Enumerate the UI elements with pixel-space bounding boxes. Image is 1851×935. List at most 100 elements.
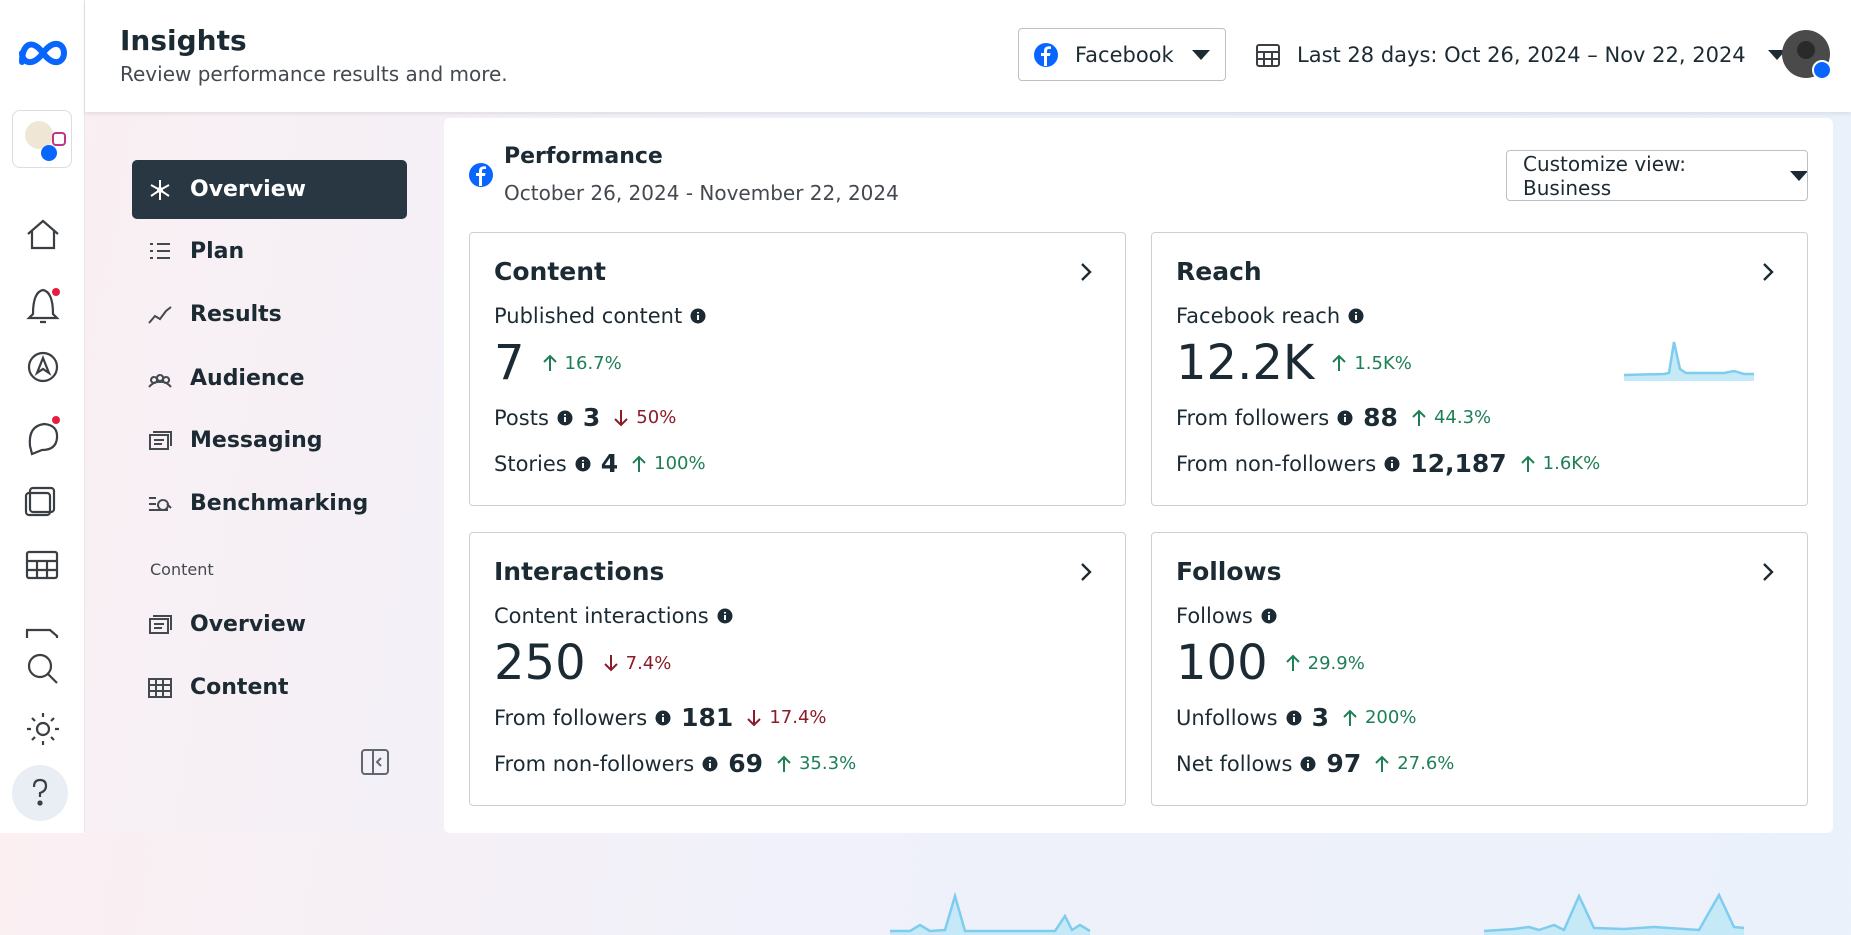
change-value: 29.9% bbox=[1307, 652, 1365, 674]
nav-label: Benchmarking bbox=[190, 491, 369, 516]
trend-arrow bbox=[777, 755, 791, 772]
date-range-picker[interactable]: Last 28 days: Oct 26, 2024 – Nov 22, 202… bbox=[1255, 28, 1786, 81]
nav-item[interactable]: Messaging bbox=[132, 411, 407, 470]
nav-icon bbox=[149, 614, 172, 634]
nav-icon bbox=[149, 496, 172, 511]
info-icon bbox=[690, 308, 706, 324]
metric-main: 7 16.7% bbox=[494, 335, 622, 391]
sparkline bbox=[1624, 341, 1754, 381]
info-icon bbox=[1337, 410, 1353, 425]
icon-shape bbox=[148, 373, 172, 388]
rail-icons[interactable] bbox=[20, 212, 66, 812]
change: 29.9% bbox=[1285, 652, 1365, 674]
card-title: Interactions bbox=[494, 557, 665, 586]
card-title: Follows bbox=[1176, 557, 1282, 586]
change: 1.5K% bbox=[1332, 353, 1412, 374]
collapse-button[interactable] bbox=[360, 748, 390, 776]
calendar-icon bbox=[1256, 43, 1280, 67]
info-icon bbox=[1286, 710, 1302, 725]
trend-arrow bbox=[1343, 709, 1357, 726]
arrow-shape bbox=[1520, 455, 1535, 472]
change-value: 44.3% bbox=[1433, 407, 1492, 428]
sparkline-line bbox=[890, 891, 1091, 933]
metric-label: Content interactions bbox=[494, 604, 709, 628]
card-chevron[interactable] bbox=[1079, 261, 1093, 283]
nav-item[interactable]: Content bbox=[132, 658, 407, 717]
trend-arrow bbox=[614, 409, 629, 426]
metric-card: Follows Follows 100 29.9% Unfollows 3 200% Net … bbox=[1151, 532, 1808, 935]
change: 1.6K% bbox=[1520, 453, 1601, 474]
nav-label: Messaging bbox=[190, 428, 323, 453]
platform-label: Facebook bbox=[1075, 42, 1174, 67]
trend-arrow bbox=[747, 709, 762, 726]
sparkline bbox=[890, 891, 1091, 935]
trend-arrow bbox=[1520, 455, 1535, 472]
nav-section-label: Content bbox=[150, 560, 214, 579]
page-avatar[interactable] bbox=[12, 110, 72, 168]
info-icon bbox=[1261, 608, 1277, 624]
chevron-shape bbox=[1081, 263, 1092, 281]
sparkline bbox=[1484, 892, 1745, 935]
change: 50% bbox=[614, 407, 676, 428]
row-label: From non-followers bbox=[1176, 451, 1377, 476]
info-icon bbox=[575, 456, 591, 471]
row-value: 88 bbox=[1363, 403, 1398, 432]
nav-item[interactable]: Audience bbox=[132, 349, 407, 408]
platform-dropdown[interactable]: Facebook bbox=[1018, 28, 1226, 81]
info-icon bbox=[557, 410, 573, 425]
card-chevron[interactable] bbox=[1761, 561, 1775, 583]
change-value: 200% bbox=[1364, 707, 1417, 728]
nav-item[interactable]: Overview bbox=[132, 595, 407, 654]
panel-date: October 26, 2024 - November 22, 2024 bbox=[504, 181, 899, 205]
icon-shape bbox=[150, 242, 170, 259]
metric-main: 12.2K 1.5K% bbox=[1176, 335, 1412, 391]
metric-label: Follows bbox=[1176, 604, 1253, 628]
trend-arrow bbox=[1285, 654, 1300, 671]
card-chevron[interactable] bbox=[1761, 261, 1775, 283]
trend-arrow bbox=[603, 655, 618, 672]
nav-label: Overview bbox=[190, 612, 306, 637]
row-value: 3 bbox=[1311, 703, 1329, 732]
nav-item[interactable]: Benchmarking bbox=[132, 474, 407, 533]
help-button[interactable] bbox=[12, 765, 68, 821]
nav-icon bbox=[148, 305, 172, 324]
change: 17.4% bbox=[747, 707, 827, 728]
nav-item[interactable]: Plan bbox=[132, 222, 407, 281]
arrow-shape bbox=[1343, 709, 1357, 726]
nav-icon bbox=[150, 179, 170, 200]
breakdown-row: Posts 3 50% bbox=[494, 403, 676, 432]
change-value: 1.5K% bbox=[1354, 352, 1412, 374]
card-title: Reach bbox=[1176, 257, 1262, 286]
icon-shape bbox=[148, 305, 172, 324]
metric-main: 100 29.9% bbox=[1176, 635, 1365, 691]
change: 100% bbox=[632, 453, 706, 474]
info-icon bbox=[1300, 756, 1316, 771]
row-label: From followers bbox=[494, 705, 648, 730]
change: 44.3% bbox=[1412, 407, 1491, 428]
caret bbox=[1191, 49, 1210, 60]
caret bbox=[1767, 49, 1786, 60]
change-value: 1.6K% bbox=[1542, 453, 1601, 474]
customize-view-dropdown[interactable]: Customize view: Business bbox=[1506, 150, 1808, 201]
metric-label-row: Facebook reach bbox=[1176, 304, 1364, 328]
icon-shape bbox=[149, 430, 172, 450]
metric-label-row: Follows bbox=[1176, 604, 1277, 628]
row-label: From non-followers bbox=[494, 751, 695, 776]
page-title: Insights bbox=[120, 24, 247, 57]
arrow-shape bbox=[614, 409, 629, 426]
card-chevron[interactable] bbox=[1079, 561, 1093, 583]
change-value: 27.6% bbox=[1397, 753, 1455, 774]
breakdown-row: From followers 181 17.4% bbox=[494, 703, 827, 732]
nav-label: Plan bbox=[190, 239, 245, 264]
metric-label-row: Content interactions bbox=[494, 604, 733, 628]
row-value: 97 bbox=[1326, 749, 1362, 778]
row-value: 69 bbox=[728, 749, 763, 778]
meta-logo[interactable] bbox=[16, 34, 70, 72]
icon-shape bbox=[149, 496, 172, 511]
nav-icon bbox=[148, 373, 172, 388]
change: 200% bbox=[1343, 707, 1416, 728]
nav-item[interactable]: Results bbox=[132, 285, 407, 344]
nav-label: Overview bbox=[190, 177, 306, 202]
nav-item[interactable]: Overview bbox=[132, 160, 407, 219]
profile-avatar[interactable] bbox=[1782, 30, 1832, 82]
